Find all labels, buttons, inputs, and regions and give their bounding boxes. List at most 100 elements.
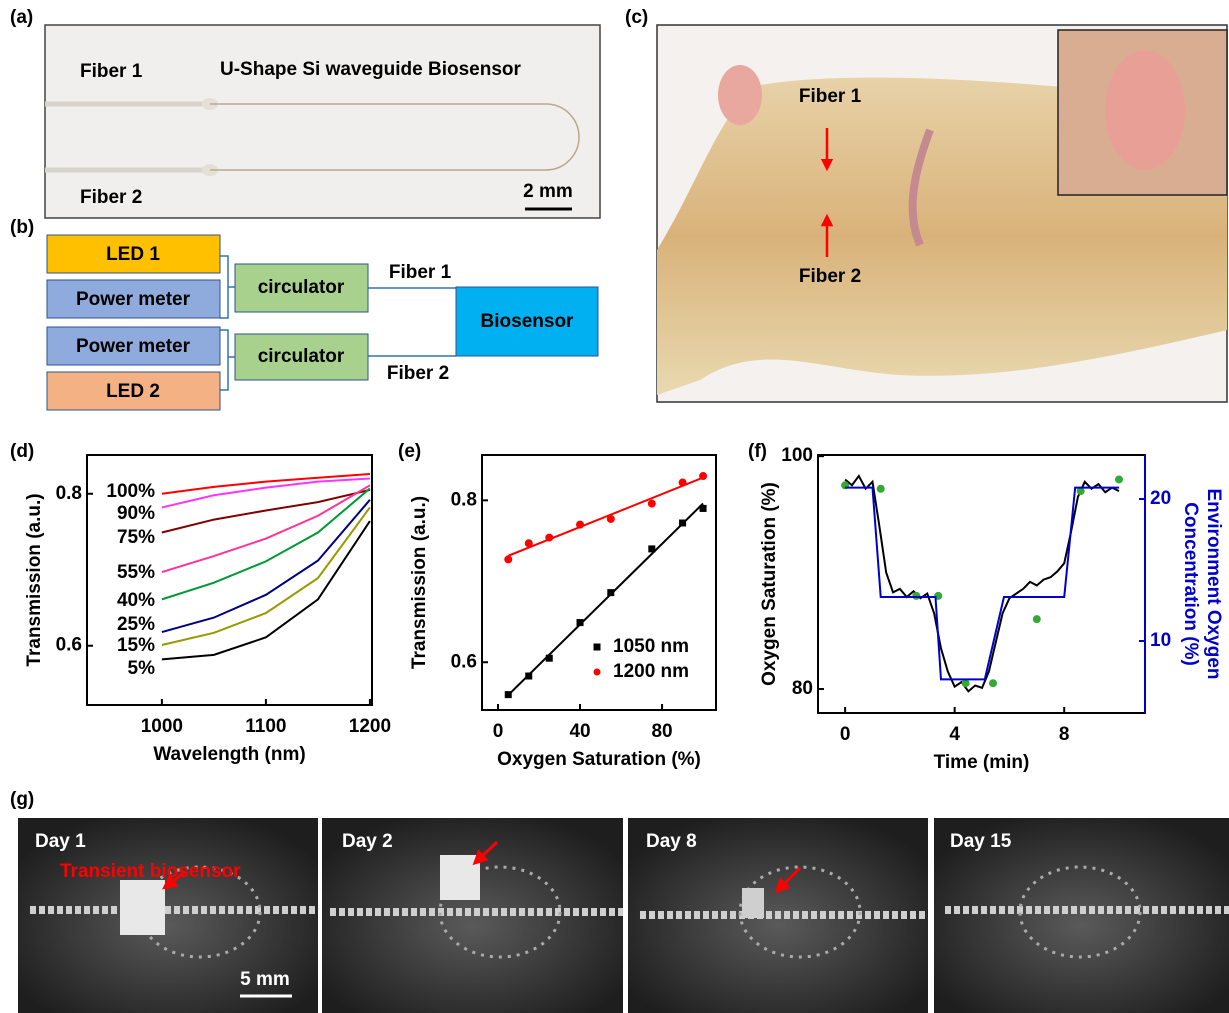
point xyxy=(607,515,614,522)
label: Fiber 1 xyxy=(799,86,862,107)
x-axis-title: Wavelength (nm) xyxy=(153,744,305,765)
panel-label: (f) xyxy=(748,441,767,462)
figure: (a) Fiber 1 U-Shape Si waveguide Biosens… xyxy=(0,0,1229,1013)
legend-marker xyxy=(594,644,601,651)
series-line xyxy=(845,488,1119,680)
day-label: Day 15 xyxy=(950,831,1012,852)
y-tick-label: 100 xyxy=(781,445,813,466)
x-tick-label: 1200 xyxy=(349,716,391,737)
point xyxy=(1033,616,1040,623)
label: Fiber 2 xyxy=(799,266,861,287)
y-tick-label: 80 xyxy=(792,678,813,699)
x-tick-label: 4 xyxy=(949,724,960,745)
node-label: circulator xyxy=(258,346,345,367)
series-line xyxy=(845,476,1119,691)
y-tick-label: 0.8 xyxy=(56,483,82,504)
annotation: Transient biosensor xyxy=(60,861,241,882)
x-tick-label: 8 xyxy=(1059,724,1070,745)
node-label: circulator xyxy=(258,277,345,298)
mouse-ear xyxy=(718,65,762,125)
point xyxy=(990,680,997,687)
series-label: 40% xyxy=(117,590,155,611)
point xyxy=(607,589,614,596)
scale-label: 2 mm xyxy=(523,181,573,202)
point xyxy=(913,592,920,599)
y-tick-label: 0.8 xyxy=(451,489,477,510)
x-tick-label: 1000 xyxy=(141,716,183,737)
y-tick-label: 0.6 xyxy=(56,635,82,656)
x-tick-label: 80 xyxy=(651,721,672,742)
point xyxy=(505,691,512,698)
y-tick-label: 0.6 xyxy=(451,651,477,672)
point xyxy=(700,473,707,480)
legend-marker xyxy=(594,669,601,676)
point xyxy=(877,485,884,492)
node-label: LED 1 xyxy=(106,244,160,265)
series-line xyxy=(162,488,370,599)
node-label: LED 2 xyxy=(106,381,160,402)
node-label: Power meter xyxy=(76,336,191,357)
edge-label: Fiber 2 xyxy=(387,363,449,384)
sensor xyxy=(742,888,764,918)
node-label: Biosensor xyxy=(481,311,575,332)
point xyxy=(577,521,584,528)
series-line xyxy=(162,490,370,533)
x-axis-title: Oxygen Saturation (%) xyxy=(497,749,701,770)
y2-axis-title: Environment Oxygen xyxy=(1203,488,1224,679)
panel-label: (e) xyxy=(398,441,421,462)
sensor xyxy=(120,880,165,935)
panel-label: (c) xyxy=(625,7,648,28)
series-label: 100% xyxy=(106,481,155,502)
day-label: Day 2 xyxy=(342,831,393,852)
point xyxy=(525,540,532,547)
label: Fiber 2 xyxy=(80,187,142,208)
y2-tick-label: 20 xyxy=(1150,488,1171,509)
scale-label: 5 mm xyxy=(240,969,290,990)
day-label: Day 8 xyxy=(646,831,697,852)
x-axis-title: Time (min) xyxy=(934,752,1030,773)
legend-label: 1050 nm xyxy=(613,636,689,657)
node-label: Power meter xyxy=(76,289,191,310)
point xyxy=(577,619,584,626)
panel-label: (a) xyxy=(10,7,33,28)
series-label: 5% xyxy=(128,658,156,679)
series-label: 15% xyxy=(117,635,155,656)
fit-line xyxy=(508,478,703,556)
series-label: 55% xyxy=(117,562,155,583)
series-label: 25% xyxy=(117,614,155,635)
label: U-Shape Si waveguide Biosensor xyxy=(220,59,522,80)
y-axis-title: Transmission (a.u.) xyxy=(409,496,430,669)
edge-label: Fiber 1 xyxy=(389,262,452,283)
day-label: Day 1 xyxy=(35,831,86,852)
series-label: 90% xyxy=(117,503,155,524)
panel-label: (b) xyxy=(10,217,34,238)
axes-frame xyxy=(818,455,1145,713)
y2-axis-title: Concentration (%) xyxy=(1180,502,1201,666)
point xyxy=(505,556,512,563)
point xyxy=(546,534,553,541)
series-label: 75% xyxy=(117,527,155,548)
y-axis-title: Transmission (a.u.) xyxy=(24,493,45,666)
y2-tick-label: 10 xyxy=(1150,630,1171,651)
x-tick-label: 0 xyxy=(840,724,851,745)
point xyxy=(679,520,686,527)
point xyxy=(648,545,655,552)
x-tick-label: 0 xyxy=(493,721,504,742)
y-axis-title: Oxygen Saturation (%) xyxy=(759,482,780,686)
panel-label: (d) xyxy=(10,441,34,462)
point xyxy=(1115,476,1122,483)
series-line xyxy=(162,485,370,572)
inset-glow xyxy=(1105,50,1185,170)
label: Fiber 1 xyxy=(80,61,143,82)
x-tick-label: 40 xyxy=(569,721,590,742)
sensor xyxy=(440,855,480,900)
point xyxy=(648,500,655,507)
point xyxy=(546,655,553,662)
point xyxy=(679,479,686,486)
point xyxy=(962,680,969,687)
legend-label: 1200 nm xyxy=(613,661,689,682)
point xyxy=(525,673,532,680)
x-tick-label: 1100 xyxy=(245,716,286,737)
xray-panels xyxy=(18,818,1229,1013)
panel-label: (g) xyxy=(10,789,34,810)
